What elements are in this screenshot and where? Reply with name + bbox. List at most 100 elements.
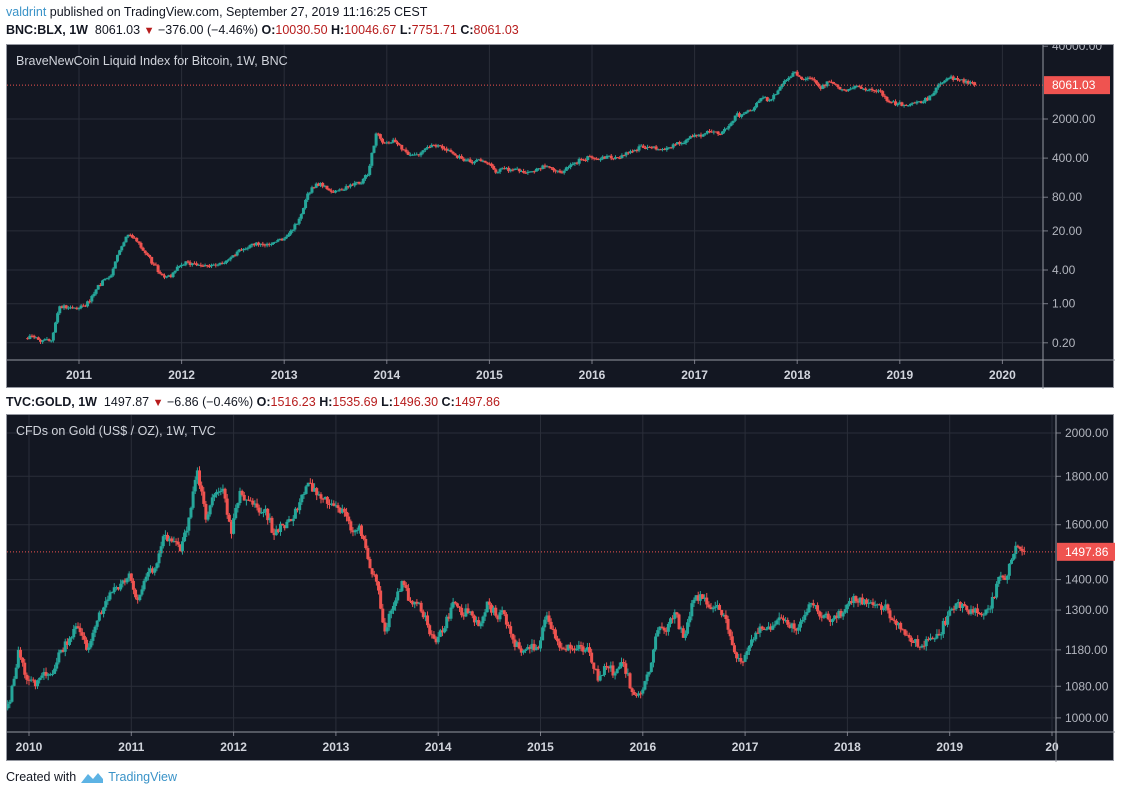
candle-body [1018,546,1022,549]
candle-body [958,79,962,81]
candle-body [32,335,36,338]
candle-body [634,694,638,696]
candle-body [558,170,562,173]
candle-body [378,134,382,139]
price-axis-label: 400.00 [1052,151,1089,165]
candle-body [222,262,226,264]
low-value: 1496.30 [392,395,439,409]
candle-body [16,649,20,668]
candle-body [715,605,719,607]
candle-body [102,607,106,614]
candle-body [53,668,57,674]
candle-body [192,263,196,265]
candle-body [902,104,906,107]
candle-body [869,602,873,604]
candle-body [336,190,340,192]
candle-body [287,519,291,522]
candle-body [911,642,915,644]
candle-body [777,617,781,621]
candle-body [289,519,293,522]
candle-body [906,105,910,107]
candle-body [926,97,930,101]
candle-body [680,143,684,145]
candle-body [650,147,654,149]
btc-chart[interactable]: 40000.00 2000.00 400.00 80.00 20.00 4.00 1.00 0… [7,45,1115,389]
gold-chart-pane[interactable]: 2000.00 1800.00 1600.00 1400.00 1300.00 1180.… [6,414,1115,762]
candle-body [515,168,519,170]
time-axis-label: 2010 [16,740,43,754]
candle-body [579,158,583,160]
candle-body [973,82,977,86]
candle-body [73,307,77,309]
candle-body [325,496,329,504]
candle-body [690,603,694,617]
candle-body [896,104,900,106]
candle-body [485,162,489,164]
candle-body [562,648,566,650]
candle-body [901,629,905,631]
candle-body [85,639,89,650]
candle-body [134,589,138,598]
candle-body [148,254,152,257]
candle-body [302,493,306,495]
candle-body [394,600,398,606]
candle-body [631,151,635,153]
candle-body [980,613,984,616]
candle-body [145,253,149,255]
candle-body [368,558,372,569]
candle-body [379,590,383,609]
candle-body [671,618,675,620]
candle-body [415,601,419,604]
btc-chart-pane[interactable]: 40000.00 2000.00 400.00 80.00 20.00 4.00 1.00 0… [6,44,1115,389]
time-axis-label: 2018 [784,368,811,382]
candle-body [611,158,615,160]
candle-body [455,155,459,158]
candle-body [257,507,261,513]
high-value: 1535.69 [332,395,378,409]
tradingview-link[interactable]: TradingView [108,770,177,784]
candle-body [534,647,538,651]
change: −6.86 (−0.46%) [166,395,254,409]
candle-body [722,614,726,616]
candle-body [871,602,875,605]
candle-body [776,90,780,95]
footer: Created with TradingView [6,770,177,784]
candle-body [930,95,934,97]
close-value: 1497.86 [454,395,500,409]
candle-body [526,647,530,650]
candle-body [984,609,988,615]
candle-body [615,668,619,674]
candle-body [707,604,711,608]
candle-body [203,265,207,267]
candle-body [833,615,837,620]
candle-body [888,610,892,619]
gold-chart[interactable]: 2000.00 1800.00 1600.00 1400.00 1300.00 1180.… [7,415,1115,762]
candle-body [259,512,263,514]
candle-body [848,601,852,605]
candle-body [735,652,739,659]
candle-body [498,612,502,620]
candle-body [921,101,925,104]
candle-body [708,130,712,132]
candle-body [76,626,80,628]
candle-body [468,611,472,613]
candle-body [357,181,361,184]
candle-body [285,521,289,529]
candle-body [566,644,570,651]
candle-body [310,187,314,193]
candle-body [51,332,55,341]
candle-body [436,145,440,147]
candle-body [968,82,972,84]
candle-body [824,613,828,616]
candle-body [547,166,551,168]
candle-body [886,604,890,611]
candle-body [541,165,545,169]
author-link[interactable]: valdrint [6,5,47,19]
candle-body [952,608,956,610]
candle-body [813,605,817,607]
candle-body [494,169,498,173]
candle-body [750,110,754,112]
candle-body [664,630,668,632]
candle-body [1007,563,1011,576]
candle-body [700,594,704,599]
